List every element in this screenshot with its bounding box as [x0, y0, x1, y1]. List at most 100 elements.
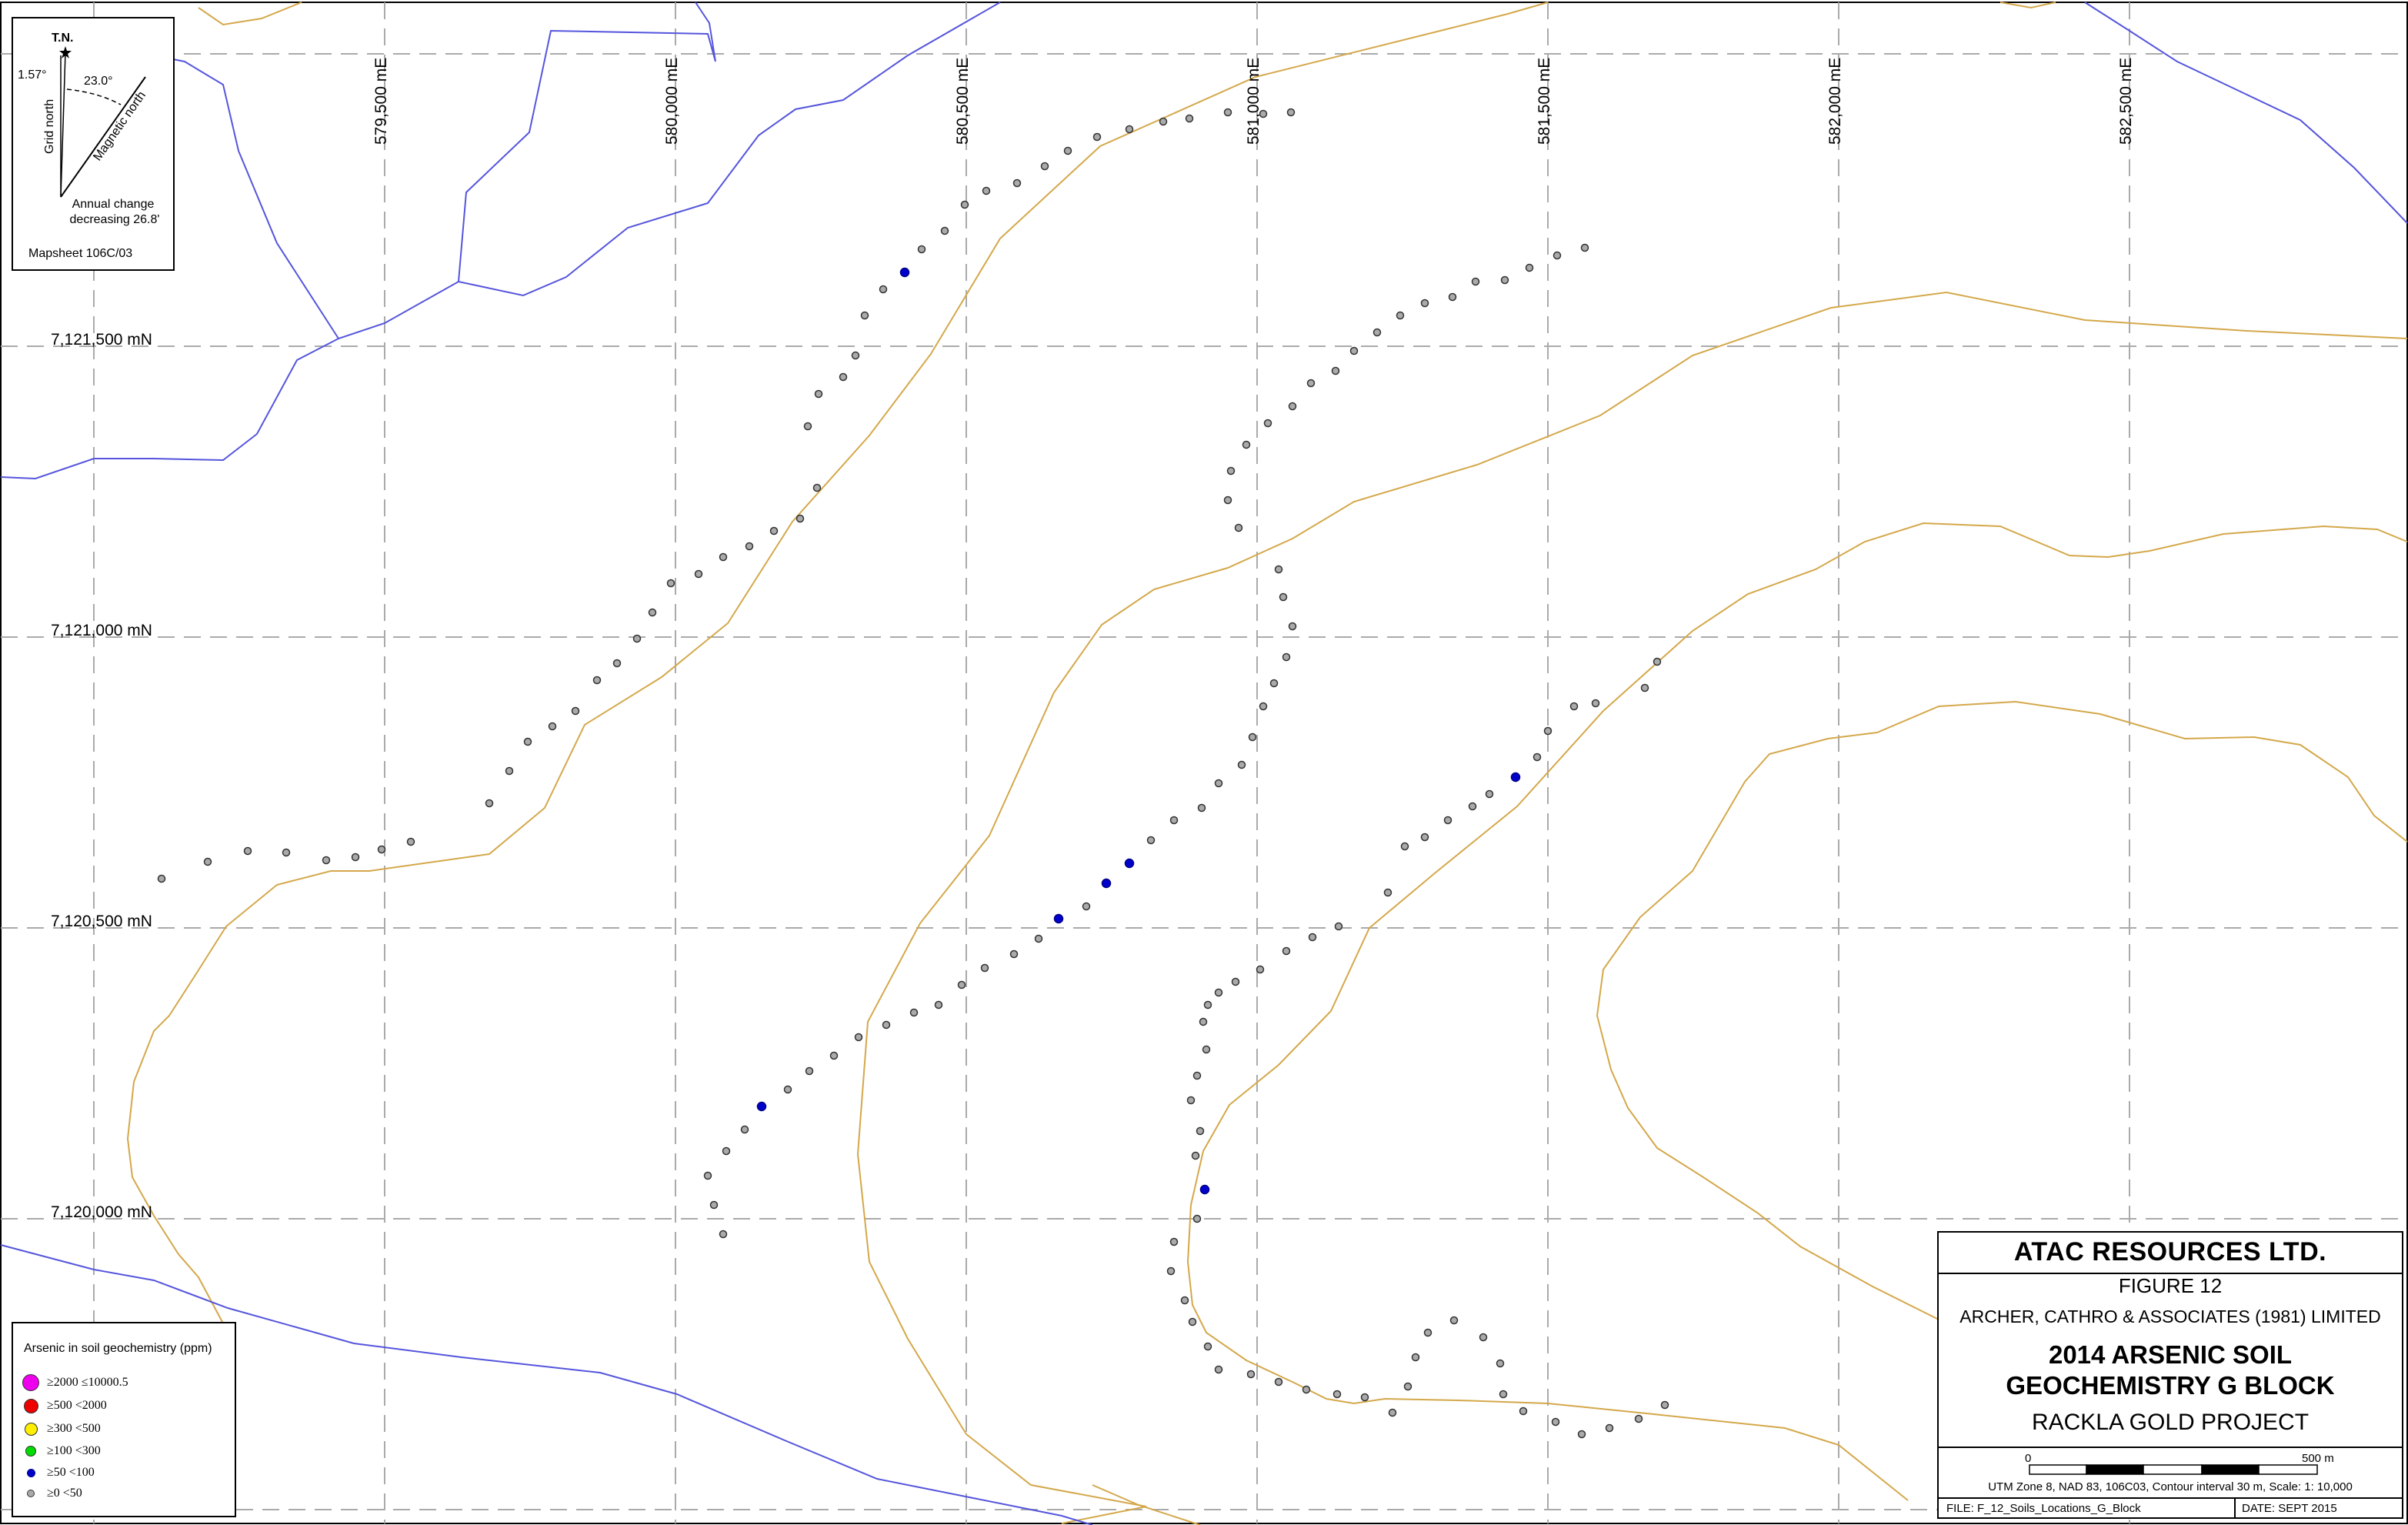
title-block-divider: [1939, 1497, 2402, 1499]
soil-sample-0-50: [1334, 922, 1343, 931]
consulting-firm: ARCHER, CATHRO & ASSOCIATES (1981) LIMIT…: [1959, 1306, 2381, 1326]
soil-sample-points: [157, 108, 1669, 1439]
stream-line: [0, 1244, 1093, 1525]
soil-sample-0-50: [1449, 1316, 1459, 1325]
scale-bar-segment: [2029, 1464, 2087, 1475]
soil-sample-0-50: [1248, 732, 1257, 742]
scale-start-label: 0: [2025, 1452, 2031, 1465]
soil-sample-0-50: [960, 200, 969, 209]
soil-sample-0-50: [1580, 243, 1589, 252]
easting-label: 581,500 mE: [1536, 58, 1553, 145]
soil-sample-0-50: [648, 608, 657, 617]
soil-sample-0-50: [1169, 1237, 1179, 1246]
legend-item: ≥50 <100: [22, 1463, 95, 1483]
soil-sample-0-50: [805, 1066, 814, 1076]
legend-swatch: [22, 1374, 39, 1391]
legend-title: Arsenic in soil geochemistry (ppm): [24, 1342, 212, 1355]
magnetic-north-label: Magnetic north: [91, 89, 148, 163]
soil-sample-0-50: [694, 569, 703, 579]
soil-sample-0-50: [1533, 752, 1542, 762]
legend-label: ≥0 <50: [47, 1487, 82, 1500]
soil-sample-0-50: [1125, 125, 1134, 134]
soil-sample-0-50: [1063, 146, 1072, 155]
soil-sample-0-50: [1259, 702, 1268, 711]
soil-sample-0-50: [1448, 292, 1457, 302]
soil-sample-0-50: [157, 874, 166, 883]
soil-sample-0-50: [1499, 1390, 1508, 1399]
title-block: ATAC RESOURCES LTD. FIGURE 12 ARCHER, CA…: [1937, 1231, 2403, 1519]
soil-sample-0-50: [377, 845, 386, 854]
soil-sample-0-50: [1146, 836, 1156, 845]
soil-sample-0-50: [1269, 679, 1279, 688]
soil-sample-0-50: [1169, 816, 1179, 825]
soil-sample-0-50: [719, 1230, 728, 1239]
soil-sample-0-50: [1009, 949, 1019, 959]
soil-sample-0-50: [592, 676, 602, 685]
soil-sample-0-50: [1234, 523, 1243, 532]
legend-label: ≥100 <300: [47, 1444, 101, 1457]
annual-change-line2: decreasing 26.8': [70, 213, 160, 226]
contour-line: [1596, 700, 2408, 1324]
northing-label: 7,120,000 mN: [51, 1203, 152, 1221]
soil-sample-0-50: [1640, 683, 1649, 692]
soil-sample-0-50: [1203, 1342, 1212, 1351]
soil-sample-0-50: [1519, 1407, 1528, 1416]
soil-sample-50-100: [1510, 772, 1521, 783]
company-name: ATAC RESOURCES LTD.: [2013, 1237, 2327, 1266]
soil-sample-0-50: [1186, 1096, 1196, 1105]
soil-sample-0-50: [1237, 760, 1246, 769]
soil-sample-0-50: [1214, 988, 1223, 997]
soil-sample-0-50: [1286, 108, 1296, 117]
title-block-divider: [1939, 1447, 2402, 1448]
soil-sample-0-50: [632, 634, 642, 643]
soil-sample-0-50: [1443, 816, 1452, 825]
soil-sample-0-50: [1485, 789, 1494, 799]
soil-sample-0-50: [1203, 1000, 1212, 1009]
soil-sample-0-50: [860, 311, 869, 320]
soil-sample-0-50: [1479, 1333, 1488, 1342]
soil-sample-0-50: [1411, 1353, 1420, 1362]
soil-sample-0-50: [1192, 1214, 1202, 1223]
soil-sample-0-50: [829, 1051, 839, 1060]
mapsheet-label: Mapsheet 106C/03: [28, 247, 132, 260]
legend-label: ≥2000 ≤10000.5: [47, 1376, 128, 1389]
title-block-divider: [1939, 1273, 2402, 1274]
soil-sample-0-50: [1400, 842, 1409, 851]
north-arrow-panel: T.N. 1.57° 23.0° Grid north Magnetic nor…: [12, 17, 175, 271]
declination-arc: [66, 88, 122, 105]
soil-sample-0-50: [406, 837, 415, 846]
easting-labels: 579,500 mE 580,000 mE 580,500 mE 581,000…: [372, 58, 2135, 145]
soil-sample-0-50: [1282, 652, 1291, 662]
soil-sample-0-50: [1197, 803, 1206, 813]
map-title-line2: GEOCHEMISTRY G BLOCK: [2006, 1371, 2335, 1400]
soil-sample-0-50: [1553, 251, 1562, 260]
soil-sample-0-50: [1279, 592, 1288, 602]
soil-sample-50-100: [1101, 878, 1112, 889]
easting-label: 581,000 mE: [1245, 58, 1262, 145]
soil-sample-0-50: [1012, 179, 1022, 188]
scale-bar: 0 500 m: [2025, 1452, 2334, 1475]
soil-sample-0-50: [1471, 277, 1480, 286]
soil-sample-0-50: [1274, 565, 1283, 574]
soil-sample-0-50: [1191, 1151, 1200, 1160]
soil-sample-0-50: [1259, 109, 1268, 118]
soil-sample-0-50: [1660, 1400, 1669, 1410]
soil-sample-0-50: [1543, 726, 1553, 736]
soil-sample-0-50: [282, 848, 291, 857]
legend-swatch: [22, 1468, 39, 1477]
soil-sample-0-50: [709, 1200, 719, 1210]
soil-sample-0-50: [1202, 1045, 1211, 1054]
legend-label: ≥500 <2000: [47, 1399, 107, 1412]
soil-sample-0-50: [505, 766, 514, 776]
true-north-line: [60, 52, 66, 198]
soil-sample-0-50: [1223, 108, 1232, 117]
soil-sample-0-50: [982, 186, 991, 195]
soil-sample-0-50: [719, 552, 728, 562]
soil-sample-0-50: [571, 706, 580, 716]
soil-sample-50-100: [1124, 858, 1135, 869]
soil-sample-0-50: [1306, 379, 1316, 388]
soil-sample-0-50: [1302, 1385, 1311, 1394]
